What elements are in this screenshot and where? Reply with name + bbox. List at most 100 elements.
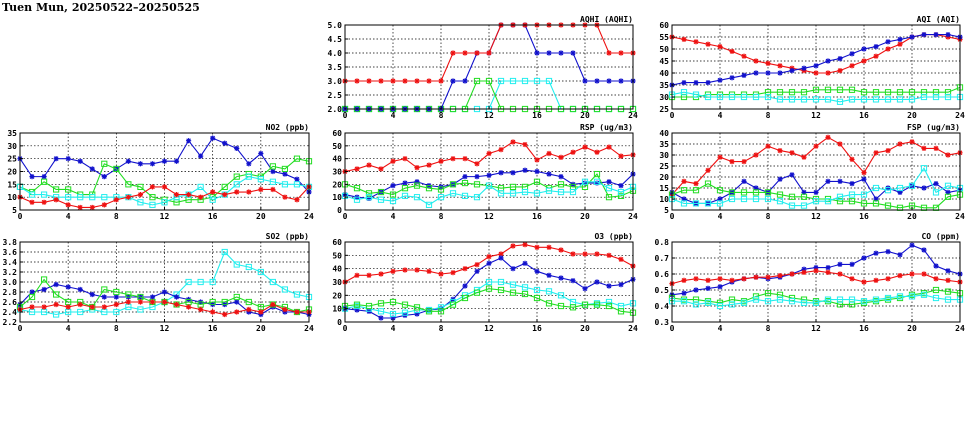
x-tick-label: 20 — [256, 212, 266, 221]
y-tick-label: 50 — [332, 142, 342, 151]
x-tick-label: 0 — [343, 111, 348, 120]
data-point — [510, 170, 516, 176]
data-point — [705, 41, 711, 47]
data-point — [789, 271, 795, 277]
data-point — [848, 96, 856, 103]
data-point — [740, 93, 748, 101]
data-point — [89, 194, 96, 201]
data-point — [113, 294, 119, 300]
data-point — [837, 68, 843, 74]
x-tick-label: 16 — [208, 212, 218, 221]
data-point — [594, 78, 600, 84]
data-point — [53, 291, 60, 298]
data-point — [449, 181, 457, 188]
data-point — [558, 174, 564, 180]
data-point — [149, 194, 156, 201]
data-point — [378, 315, 384, 321]
y-tick-label: 20 — [332, 291, 342, 300]
data-point — [294, 309, 300, 315]
data-point — [161, 199, 168, 206]
y-tick-label: 3.6 — [3, 248, 18, 257]
data-point — [716, 200, 724, 207]
data-point — [354, 272, 360, 278]
data-point — [704, 180, 712, 187]
data-point — [413, 194, 421, 201]
x-tick-label: 16 — [532, 324, 542, 333]
data-point — [413, 304, 421, 311]
data-point — [692, 301, 700, 308]
data-point — [788, 298, 796, 305]
data-point — [836, 193, 844, 200]
data-point — [149, 161, 156, 167]
data-point — [41, 199, 47, 205]
data-point — [776, 191, 784, 198]
data-point — [185, 192, 192, 198]
data-point — [366, 162, 372, 168]
data-point — [281, 181, 289, 188]
data-point — [825, 265, 831, 271]
data-point — [101, 294, 107, 300]
data-point — [149, 294, 156, 300]
data-point — [617, 188, 625, 196]
data-point — [788, 294, 796, 302]
series-blue — [17, 135, 312, 195]
data-point — [101, 286, 108, 293]
data-point — [717, 154, 723, 160]
data-point — [293, 155, 301, 162]
data-point — [932, 189, 940, 196]
data-point — [425, 201, 433, 208]
x-tick-label: 0 — [670, 111, 675, 120]
data-point — [704, 299, 712, 306]
chart-title: O3 (ppb) — [594, 232, 633, 241]
data-point — [945, 32, 951, 38]
chart-aqhi: 0 4 8 12 16 20 24 2.0 2.5 3.0 3.5 4.0 4.5 5.0 AQHI (AQ… — [328, 15, 638, 120]
data-point — [522, 167, 528, 173]
x-tick-label: 24 — [628, 212, 638, 221]
data-point — [765, 274, 771, 280]
data-point — [716, 299, 724, 306]
y-tick-label: 40 — [659, 129, 669, 138]
y-tick-label: 0 — [337, 206, 342, 215]
x-tick-label: 4 — [391, 111, 396, 120]
data-point — [390, 183, 396, 189]
data-point — [462, 174, 468, 180]
data-point — [594, 180, 600, 186]
data-point — [776, 89, 784, 96]
x-tick-label: 24 — [955, 212, 965, 221]
data-point — [533, 178, 541, 185]
data-point — [777, 63, 783, 69]
data-point — [909, 34, 915, 40]
data-point — [534, 268, 540, 274]
y-tick-label: 0.4 — [655, 302, 670, 311]
data-point — [944, 93, 952, 101]
data-point — [753, 152, 759, 158]
data-point — [885, 39, 891, 45]
data-point — [173, 192, 180, 198]
data-point — [824, 198, 832, 205]
data-point — [498, 251, 504, 257]
data-point — [29, 289, 35, 295]
x-tick-label: 16 — [208, 324, 218, 333]
data-point — [101, 160, 108, 167]
data-point — [366, 272, 372, 278]
data-point — [281, 286, 289, 293]
data-point — [89, 304, 95, 310]
data-point — [861, 255, 867, 261]
data-point — [825, 269, 831, 275]
data-point — [401, 185, 409, 192]
data-point — [717, 276, 723, 282]
x-tick-label: 8 — [439, 324, 444, 333]
x-tick-label: 8 — [114, 212, 119, 221]
data-point — [582, 251, 588, 257]
data-point — [101, 174, 107, 180]
data-point — [498, 170, 504, 176]
data-point — [681, 290, 687, 296]
y-tick-label: 15 — [7, 180, 17, 189]
data-point — [921, 145, 927, 151]
data-point — [776, 198, 784, 205]
data-point — [933, 263, 939, 269]
data-point — [485, 278, 493, 286]
data-point — [728, 93, 736, 101]
data-point — [824, 296, 832, 303]
y-tick-label: 30 — [659, 151, 669, 160]
